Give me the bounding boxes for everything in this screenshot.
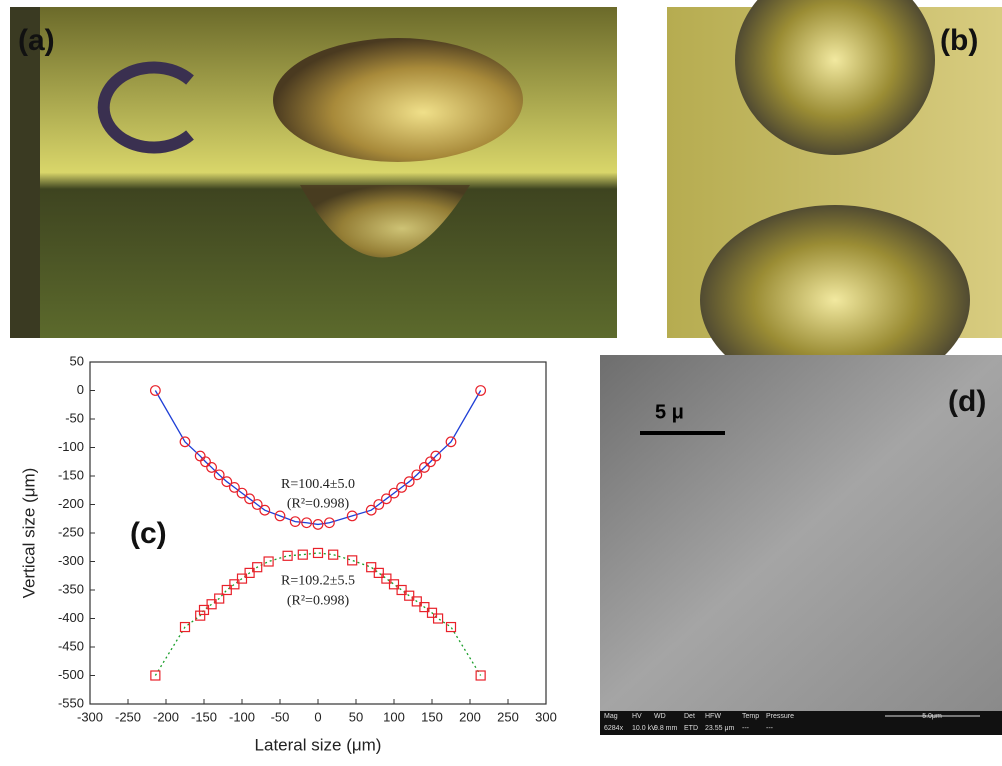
- sem-value: ---: [766, 725, 774, 732]
- sem-header: HFW: [705, 713, 721, 720]
- y-tick-label: -300: [58, 553, 84, 568]
- y-tick-label: -150: [58, 467, 84, 482]
- x-tick-label: 300: [535, 709, 557, 724]
- annotation: R=109.2±5.5: [281, 574, 355, 589]
- panel-label: (a): [18, 24, 55, 57]
- x-tick-label: 0: [314, 709, 321, 724]
- sem-header: Det: [684, 713, 695, 720]
- x-tick-label: -50: [271, 709, 290, 724]
- sem-header: Pressure: [766, 713, 794, 720]
- panel-label: (b): [940, 24, 978, 57]
- sem-header: HV: [632, 713, 642, 720]
- x-tick-label: -300: [77, 709, 103, 724]
- x-tick-label: -150: [191, 709, 217, 724]
- x-tick-label: -200: [153, 709, 179, 724]
- y-tick-label: -400: [58, 610, 84, 625]
- sem-bar-label: 5.0μm: [922, 713, 942, 720]
- sem-value: 10.0 kV: [632, 725, 656, 732]
- y-tick-label: -500: [58, 667, 84, 682]
- x-tick-label: 100: [383, 709, 405, 724]
- x-tick-label: -250: [115, 709, 141, 724]
- sem-value: ETD: [684, 725, 698, 732]
- x-axis-title: Lateral size (μm): [255, 735, 382, 754]
- x-tick-label: 50: [349, 709, 363, 724]
- panel-label: (d): [948, 385, 986, 418]
- y-axis-title: Vertical size (μm): [19, 468, 38, 599]
- sem-header: Mag: [604, 713, 618, 720]
- y-tick-label: -550: [58, 695, 84, 710]
- y-tick-label: -350: [58, 581, 84, 596]
- y-tick-label: -450: [58, 638, 84, 653]
- y-tick-label: 50: [70, 353, 84, 368]
- annotation: (R²=0.998): [287, 594, 350, 609]
- x-tick-label: 150: [421, 709, 443, 724]
- annotation: R=100.4±5.0: [281, 477, 355, 492]
- x-tick-label: -100: [229, 709, 255, 724]
- y-tick-label: -200: [58, 496, 84, 511]
- x-tick-label: 200: [459, 709, 481, 724]
- sem-value: 23.55 μm: [705, 725, 734, 732]
- photo-b: [667, 0, 1002, 395]
- scale-bar-label: 5 μ: [655, 401, 684, 423]
- annotation: (R²=0.998): [287, 497, 350, 512]
- y-tick-label: -250: [58, 524, 84, 539]
- sem-value: 9.8 mm: [654, 725, 678, 732]
- sem-value: ---: [742, 725, 750, 732]
- y-tick-label: -100: [58, 439, 84, 454]
- sem-header: Temp: [742, 713, 759, 720]
- photo-a: [10, 7, 617, 338]
- y-tick-label: -50: [65, 410, 84, 425]
- sem-value: 6284x: [604, 725, 624, 732]
- y-tick-label: 0: [77, 382, 84, 397]
- figure: (a) (b) (d) 5 μ 5.0μm (c) Lateral size (…: [0, 0, 1002, 761]
- x-tick-label: 250: [497, 709, 519, 724]
- sem-header: WD: [654, 713, 666, 720]
- panel-label: (c): [130, 517, 167, 550]
